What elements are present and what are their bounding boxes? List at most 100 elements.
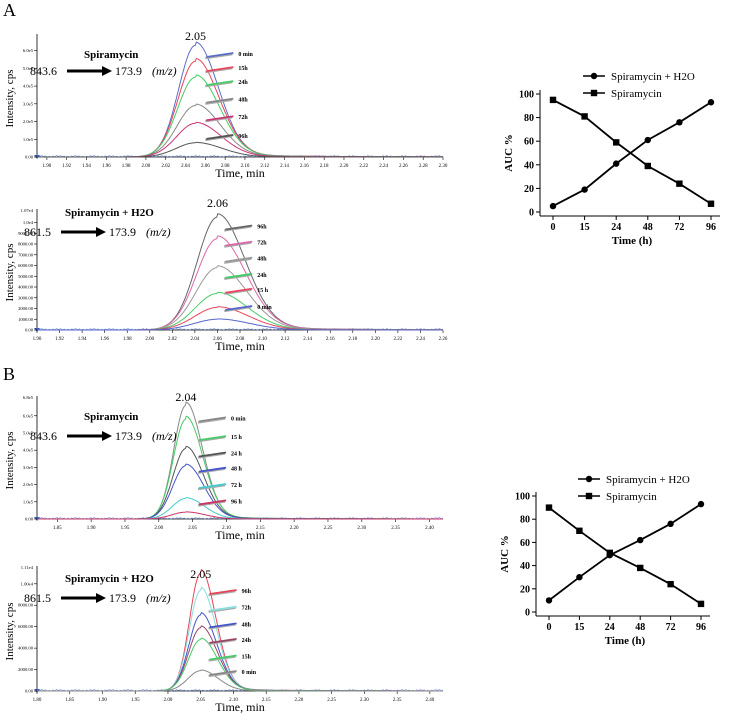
peak-rt-label: 2.05 (190, 567, 211, 581)
series-line-0 (548, 503, 702, 602)
transition-arrowhead (102, 431, 112, 441)
y-tick-label: 6.0e5 (23, 413, 34, 418)
compound-name: Spiramycin (84, 411, 138, 423)
callout-bar (209, 637, 237, 644)
auc-chart-b: 0 20 40 60 80 100 0 15 24 48 72 96 Time (h) AUC % Spir… (499, 474, 710, 647)
y-tick-label: 20 (520, 584, 530, 595)
y-tick-label: 5.0e5 (23, 430, 34, 435)
data-point-square (707, 200, 715, 207)
transition-product: 173.9 (109, 225, 136, 239)
callout-label: 72h (238, 115, 248, 121)
y-tick-label: 9000.00 (18, 231, 34, 236)
y-tick-label: 3.0e5 (23, 465, 34, 470)
x-tick-label: 1.90 (87, 526, 96, 531)
x-tick-label: 2.28 (419, 164, 428, 169)
x-tick-label: 2.08 (221, 164, 230, 169)
x-tick-label: 1.85 (65, 698, 74, 703)
callout-bar (209, 654, 237, 661)
x-tick-label: 2.24 (379, 164, 388, 169)
y-tick-label: 1000.00 (18, 317, 34, 322)
y-tick-label: 5.0e5 (23, 66, 34, 71)
peak-trace-72h (37, 586, 443, 692)
callout-label: 48 h (231, 467, 243, 473)
y-tick-label: 80 (524, 113, 534, 124)
x-tick-label: 2.15 (256, 526, 265, 531)
y-tick-label: 60 (524, 137, 534, 148)
x-tick-label: 1.80 (33, 698, 42, 703)
x-tick-label: 2.25 (327, 698, 336, 703)
x-tick-label: 2.22 (359, 164, 368, 169)
peak-rt-label: 2.04 (175, 390, 196, 404)
x-tick-label: 2.14 (280, 164, 289, 169)
x-tick-label: 2.24 (416, 337, 425, 342)
x-tick-label: 0 (551, 222, 556, 233)
x-axis-label: Time, min (215, 528, 265, 542)
callout-label: 72h (242, 606, 252, 612)
callout-label: 96 h (231, 499, 243, 505)
callout-bar (206, 66, 234, 72)
data-point-circle (707, 99, 715, 106)
x-tick-label: 1.96 (100, 337, 109, 342)
y-axis-label: Intensity, cps (4, 244, 16, 302)
transition-precursor: 861.5 (24, 225, 51, 239)
data-point-square (606, 549, 613, 557)
x-tick-label: 2.00 (145, 337, 154, 342)
callout-label: 15 h (257, 288, 269, 294)
x-tick-label: 1.90 (33, 337, 42, 342)
callout-bar (225, 240, 253, 247)
y-tick-label: 100 (515, 492, 530, 503)
compound-name: Spiramycin + H2O (65, 573, 154, 585)
transition-arrowhead (96, 227, 106, 237)
x-tick-label: 2.12 (281, 337, 290, 342)
y-tick-label: 4.0e5 (23, 84, 34, 89)
x-tick-label: 2.10 (241, 164, 250, 169)
x-tick-label: 2.20 (290, 526, 299, 531)
y-tick-label: 1.0e5 (23, 499, 34, 504)
y-tick-label: 80 (520, 515, 530, 526)
callout-label: 15 h (231, 435, 243, 441)
y-axis-label: AUC % (499, 535, 511, 573)
transition-product: 173.9 (115, 429, 142, 443)
callout-bar (206, 52, 234, 58)
peak-trace-96h (37, 568, 443, 692)
chromatogram-a-spiramycin-h2o: 1.90 1.92 1.94 1.96 1.98 2.00 2.02 2.04 2.06 2.08… (4, 196, 448, 353)
x-tick-label: 1.92 (62, 164, 71, 169)
x-tick-label: 15 (580, 222, 590, 233)
y-tick-label: 1.00e4 (21, 581, 34, 586)
x-tick-label: 2.26 (399, 164, 408, 169)
chromatogram-b-spiramycin-h2o: 1.80 1.85 1.90 1.95 2.00 2.05 2.10 2.15 2.20 2.25… (4, 565, 444, 714)
x-tick-label: 2.18 (348, 337, 357, 342)
x-tick-label: 2.06 (213, 337, 222, 342)
callout-label: 48h (242, 622, 252, 628)
callout-bar (206, 97, 234, 104)
callout-bar (209, 670, 237, 676)
x-axis-label: Time, min (215, 339, 265, 353)
transition-arrowhead (96, 593, 106, 603)
callout-label: 15h (238, 66, 248, 72)
y-tick-label: 0.00 (25, 328, 34, 333)
x-tick-label: 2.00 (164, 698, 173, 703)
y-tick-label: 0 (529, 208, 534, 219)
x-tick-label: 24 (611, 222, 621, 233)
y-tick-label: 7000.00 (18, 252, 34, 257)
compound-name: Spiramycin (84, 49, 138, 61)
x-tick-label: 2.22 (394, 337, 403, 342)
transition-unit: (m/z) (152, 429, 177, 443)
peak-rt-label: 2.06 (207, 196, 228, 210)
x-tick-label: 2.00 (154, 526, 163, 531)
x-tick-label: 2.12 (260, 164, 269, 169)
data-point-square (613, 139, 620, 146)
callout-bar (198, 466, 227, 473)
y-tick-label: 0.00 (25, 155, 34, 160)
callout-bar (198, 416, 227, 423)
callout-bar (225, 287, 253, 294)
callout-bar (198, 451, 227, 458)
data-point-circle (697, 500, 705, 508)
x-tick-label: 24 (605, 622, 615, 633)
legend-marker-square (585, 492, 593, 500)
callout-bar (225, 272, 253, 279)
legend-label: Spiramycin + H2O (611, 71, 695, 83)
x-axis-label: Time (h) (612, 235, 653, 247)
auc-chart-a: 0 20 40 60 80 100 0 15 24 48 72 96 Time (h) AUC % Spir… (503, 71, 720, 247)
